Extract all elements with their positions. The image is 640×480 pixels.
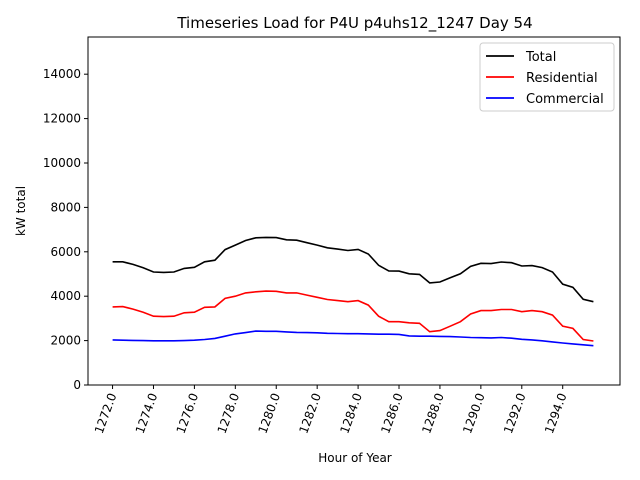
x-tick-label: 1282.0: [296, 391, 324, 435]
legend-label: Commercial: [526, 92, 604, 107]
y-axis: 0 2000 4000 6000 8000 10000 12000 14000: [43, 67, 88, 392]
chart-title: Timeseries Load for P4U p4uhs12_1247 Day…: [176, 14, 532, 33]
plot-frame: [87, 36, 621, 386]
x-tick-label: 1290.0: [460, 391, 488, 435]
x-tick-label: 1274.0: [133, 391, 161, 435]
y-tick-label: 12000: [43, 112, 81, 126]
legend-box: [479, 42, 615, 112]
y-tick-label: 0: [73, 378, 81, 392]
series-line-commercial: [112, 330, 594, 347]
x-axis-label: Hour of Year: [318, 451, 392, 465]
x-tick-label: 1294.0: [542, 391, 570, 435]
x-tick-label: 1278.0: [215, 391, 243, 435]
legend-label: Total: [525, 50, 556, 65]
x-tick-label: 1280.0: [256, 391, 284, 435]
x-tick-label: 1276.0: [174, 391, 202, 435]
y-tick-label: 14000: [43, 67, 81, 81]
y-tick-label: 4000: [50, 289, 81, 303]
x-tick-label: 1292.0: [501, 391, 529, 435]
y-tick-label: 6000: [50, 245, 81, 259]
x-axis: 1272.0 1274.0 1276.0 1278.0 1280.0 1282.0 1284…: [92, 385, 570, 435]
y-tick-label: 10000: [43, 156, 81, 170]
series-line-residential: [112, 290, 594, 342]
y-tick-label: 2000: [50, 334, 81, 348]
x-tick-label: 1288.0: [419, 391, 447, 435]
legend: Total Residential Commercial: [479, 42, 615, 112]
legend-label: Residential: [526, 71, 598, 86]
y-axis-label: kW total: [14, 186, 28, 236]
series-lines: [112, 236, 594, 347]
x-tick-label: 1286.0: [378, 391, 406, 435]
series-line-total: [112, 236, 594, 303]
x-tick-label: 1284.0: [337, 391, 365, 435]
x-tick-label: 1272.0: [92, 391, 120, 435]
y-tick-label: 8000: [50, 200, 81, 214]
